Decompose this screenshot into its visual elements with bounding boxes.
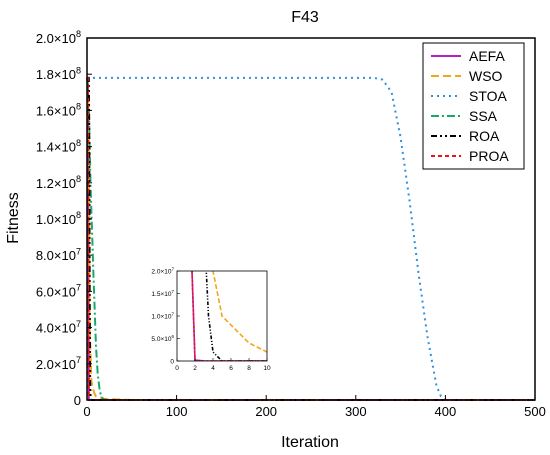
inset-x-tick-label: 10	[263, 365, 271, 372]
x-tick-label: 500	[524, 404, 546, 419]
inset-series-line-roa	[205, 271, 267, 361]
x-tick-label: 100	[166, 404, 188, 419]
inset-y-tick-label: 0	[170, 359, 174, 366]
y-axis-label: Fitness	[5, 192, 22, 244]
inset-series-line-wso	[212, 271, 267, 353]
legend: AEFA WSO STOA SSA ROA PROA	[422, 42, 525, 170]
inset-y-tick-label: 2.0×107	[151, 267, 174, 276]
axes: 0 100 200 300 400 50002.0×1074.0×1076.0×1078.…	[36, 29, 546, 419]
inset-x-tick-label: 6	[229, 365, 233, 372]
y-tick-label: 1.0×108	[36, 210, 81, 227]
inset-x-tick-label: 0	[175, 365, 179, 372]
legend-label-roa: ROA	[469, 128, 500, 144]
y-tick-label: 2.0×108	[36, 29, 81, 46]
inset-series-line-proa	[191, 271, 267, 361]
legend-label-wso: WSO	[469, 68, 503, 84]
x-axis-label: Iteration	[281, 434, 339, 451]
legend-label-proa: PROA	[469, 148, 509, 164]
y-tick-label: 1.4×108	[36, 138, 81, 155]
legend-label-ssa: SSA	[469, 108, 498, 124]
inset-x-tick-label: 4	[211, 365, 215, 372]
y-tick-label: 1.8×108	[36, 65, 81, 82]
inset-y-tick-label: 1.5×107	[151, 289, 174, 298]
x-tick-label: 300	[345, 404, 367, 419]
y-tick-label: 2.0×107	[36, 355, 81, 372]
inset-x-tick-label: 8	[247, 365, 251, 372]
inset-plot: 0 2 4 6 8 10 0 5.0×106 1.0×107 1.5×107 2.0×107	[151, 267, 271, 372]
plot-area: 0 100 200 300 400 50002.0×1074.0×1076.0×1078.…	[36, 29, 546, 419]
y-tick-label: 0	[74, 393, 81, 408]
y-tick-label: 1.2×108	[36, 174, 81, 191]
legend-label-aefa: AEFA	[469, 48, 505, 64]
y-tick-label: 4.0×107	[36, 319, 81, 336]
inset-y-tick-label: 1.0×107	[151, 312, 174, 321]
legend-box	[422, 42, 525, 170]
y-tick-label: 8.0×107	[36, 246, 81, 263]
x-tick-label: 400	[435, 404, 457, 419]
series-line-ssa	[86, 77, 535, 401]
x-tick-label: 200	[255, 404, 277, 419]
y-tick-label: 1.6×108	[36, 102, 81, 119]
series-line-stoa	[87, 76, 535, 401]
inset-y-tick-label: 5.0×106	[151, 334, 174, 343]
legend-label-stoa: STOA	[469, 88, 508, 104]
inset-x-tick-label: 2	[193, 365, 197, 372]
y-tick-label: 6.0×107	[36, 283, 81, 300]
x-tick-label: 0	[83, 404, 90, 419]
chart-title: F43	[291, 9, 319, 26]
